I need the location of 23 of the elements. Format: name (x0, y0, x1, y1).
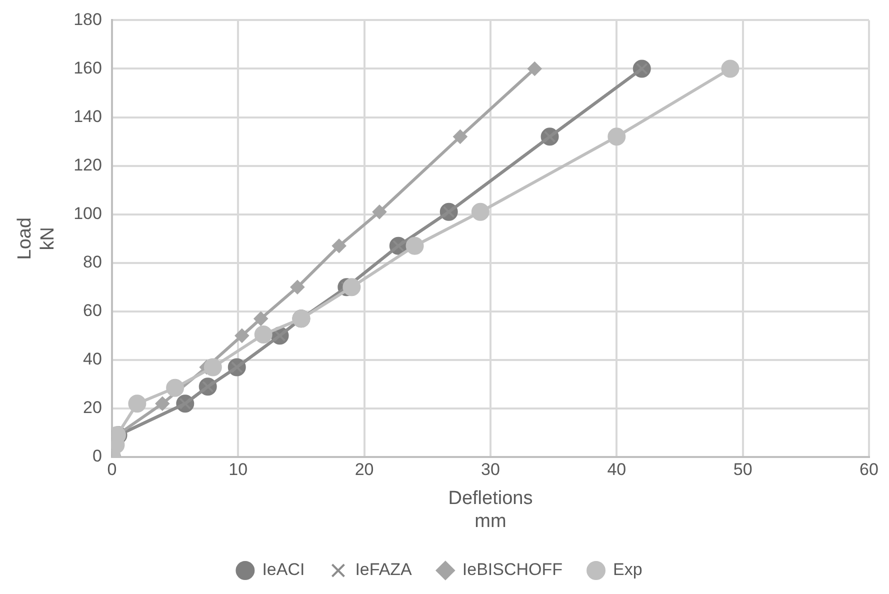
x-tick-label: 60 (860, 460, 878, 479)
x-tick-label: 20 (354, 460, 374, 479)
legend-label: IeBISCHOFF (462, 560, 563, 580)
y-tick-label: 140 (74, 106, 102, 126)
y-tick-label: 80 (83, 252, 102, 272)
y-tick-label: 0 (92, 446, 102, 466)
x-tick-label: 50 (733, 460, 752, 479)
x-tick-label: 0 (107, 460, 117, 479)
y-tick-label: 20 (83, 398, 102, 418)
y-tick-label: 120 (74, 155, 102, 174)
x-tick-label: 30 (481, 460, 500, 479)
x-tick-label: 10 (228, 460, 248, 479)
y-axis-title: Load kN (14, 217, 58, 260)
x-tick-label: 40 (607, 460, 626, 479)
y-tick-label: 160 (74, 58, 102, 78)
x-axis-title: Defletions mm (448, 488, 533, 532)
y-tick-label: 180 (74, 10, 102, 29)
y-tick-label: 100 (74, 204, 102, 224)
y-tick-label: 60 (83, 301, 102, 320)
legend-label: IeACI (262, 560, 305, 580)
legend-label: IeFAZA (355, 560, 413, 580)
legend-label: Exp (613, 560, 642, 580)
y-tick-label: 40 (83, 350, 102, 369)
